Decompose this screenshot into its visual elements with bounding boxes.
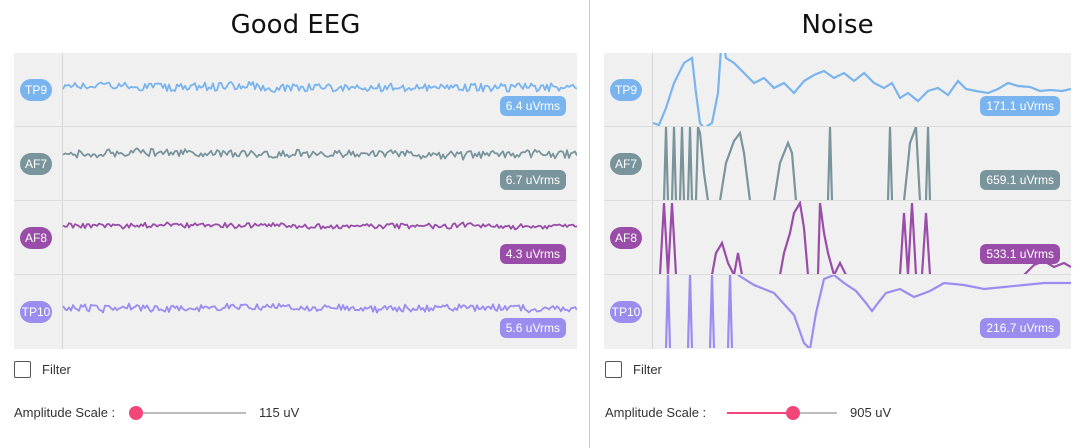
rms-badge-af7: 6.7 uVrms — [499, 170, 566, 190]
channel-label-tp9: TP9 — [20, 79, 52, 101]
slider-thumb[interactable] — [129, 406, 143, 420]
channel-label-af8: AF8 — [610, 227, 642, 249]
good-eeg-panel: Good EEG TP9 AF7 AF8 TP10 6.4 uVrms 6.7 … — [14, 10, 577, 424]
amplitude-value: 905 uV — [850, 405, 892, 420]
filter-label: Filter — [633, 362, 662, 377]
filter-checkbox[interactable] — [14, 361, 31, 378]
rms-badge-tp9: 6.4 uVrms — [499, 96, 566, 116]
rms-badge-tp10: 216.7 uVrms — [980, 318, 1060, 338]
slider-fill — [727, 412, 793, 414]
rms-badge-af8: 4.3 uVrms — [499, 244, 566, 264]
filter-checkbox[interactable] — [605, 361, 622, 378]
panel-divider — [589, 0, 590, 448]
eeg-trace-tp9 — [653, 53, 1071, 126]
eeg-trace-tp9 — [62, 81, 577, 93]
eeg-trace-af8 — [658, 201, 1071, 274]
amplitude-scale-label: Amplitude Scale : — [605, 405, 707, 420]
noise-panel: Noise TP9 AF7 AF8 TP10 171.1 uVrms 659.1… — [591, 0, 1085, 448]
row-separator — [14, 274, 577, 275]
channel-label-af7: AF7 — [610, 153, 642, 175]
eeg-traces — [653, 53, 1071, 348]
eeg-plot: TP9 AF7 AF8 TP10 171.1 uVrms 659.1 uVrms… — [604, 53, 1071, 349]
eeg-trace-tp10 — [62, 302, 577, 314]
panel-title: Noise — [801, 10, 874, 40]
channel-label-tp10: TP10 — [610, 301, 642, 323]
eeg-trace-af7 — [662, 127, 932, 200]
row-separator — [604, 126, 1071, 127]
rms-badge-af8: 533.1 uVrms — [980, 244, 1060, 264]
row-separator — [604, 200, 1071, 201]
amplitude-scale-control: Amplitude Scale : 905 uV — [605, 402, 925, 424]
amplitude-scale-control: Amplitude Scale : 115 uV — [14, 402, 334, 424]
row-separator — [14, 200, 577, 201]
row-separator — [14, 126, 577, 127]
eeg-traces — [62, 81, 577, 314]
channel-label-column — [604, 53, 653, 349]
panel-title: Good EEG — [230, 10, 361, 40]
channel-label-tp10: TP10 — [20, 301, 52, 323]
channel-label-af8: AF8 — [20, 227, 52, 249]
amplitude-scale-label: Amplitude Scale : — [14, 405, 116, 420]
amplitude-slider[interactable] — [727, 406, 837, 420]
channel-label-column — [14, 53, 63, 349]
eeg-plot: TP9 AF7 AF8 TP10 6.4 uVrms 6.7 uVrms 4.3… — [14, 53, 577, 349]
slider-thumb[interactable] — [786, 406, 800, 420]
rms-badge-tp9: 171.1 uVrms — [980, 96, 1060, 116]
row-separator — [604, 274, 1071, 275]
amplitude-slider[interactable] — [129, 406, 246, 420]
rms-badge-tp10: 5.6 uVrms — [499, 318, 566, 338]
channel-label-tp9: TP9 — [610, 79, 642, 101]
eeg-trace-af7 — [62, 147, 577, 161]
eeg-trace-af8 — [62, 221, 577, 231]
rms-badge-af7: 659.1 uVrms — [980, 170, 1060, 190]
channel-label-af7: AF7 — [20, 153, 52, 175]
amplitude-value: 115 uV — [259, 405, 300, 420]
filter-label: Filter — [42, 362, 71, 377]
